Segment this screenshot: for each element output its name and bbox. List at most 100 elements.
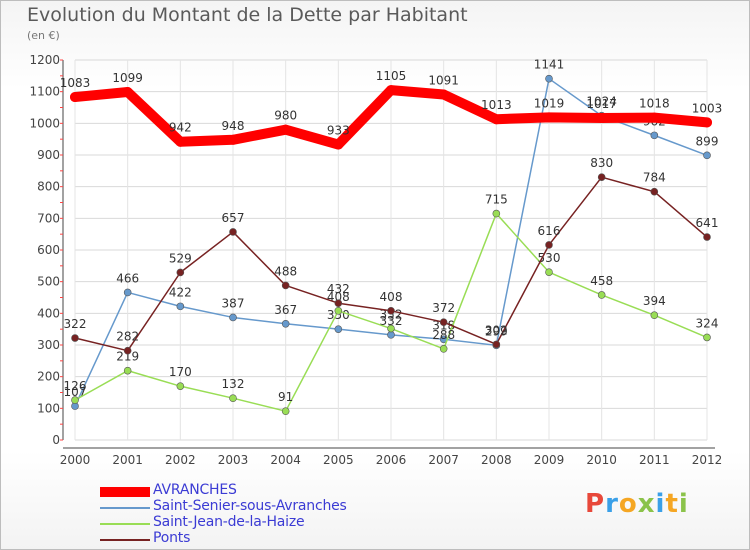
- legend-item: AVRANCHES: [100, 482, 400, 500]
- series-point-0: [175, 136, 186, 147]
- x-tick-label: 2011: [639, 453, 670, 467]
- x-tick-label: 2002: [165, 453, 196, 467]
- series-point-3: [281, 281, 290, 290]
- y-tick-label: 100: [37, 401, 60, 415]
- data-label-0: 1105: [376, 69, 407, 83]
- data-label-1: 1141: [534, 58, 565, 72]
- x-tick-label: 2005: [323, 453, 354, 467]
- data-label-2: 91: [278, 390, 293, 404]
- y-tick-label: 200: [37, 370, 60, 384]
- data-label-1: 1024: [586, 95, 617, 109]
- series-point-1: [545, 74, 553, 83]
- series-point-3: [439, 318, 448, 327]
- data-label-2: 408: [327, 290, 350, 304]
- series-point-0: [333, 139, 344, 150]
- series-point-0: [491, 114, 502, 125]
- y-tick-label: 0: [52, 433, 60, 447]
- data-label-0: 942: [169, 121, 192, 135]
- x-tick-label: 2003: [218, 453, 249, 467]
- series-point-2: [650, 311, 659, 320]
- data-label-3: 529: [169, 251, 192, 265]
- series-point-0: [544, 112, 554, 123]
- legend-item: Saint-Jean-de-la-Haize: [100, 514, 400, 532]
- y-tick-label: 900: [37, 148, 60, 162]
- data-label-3: 372: [432, 301, 455, 315]
- data-label-3: 784: [643, 171, 666, 185]
- proxiti-logo: Proxiti: [585, 489, 689, 519]
- x-tick-label: 2004: [270, 453, 301, 467]
- data-label-0: 1018: [639, 97, 670, 111]
- series-point-1: [123, 288, 132, 297]
- series-point-2: [123, 366, 132, 375]
- data-label-3: 641: [696, 216, 719, 230]
- logo-letter: i: [655, 489, 666, 519]
- data-label-2: 126: [64, 379, 87, 393]
- data-label-2: 288: [432, 328, 455, 342]
- data-label-3: 302: [485, 323, 508, 337]
- series-point-2: [545, 268, 553, 276]
- series-point-1: [703, 151, 711, 160]
- data-label-2: 394: [643, 294, 666, 308]
- legend-label: AVRANCHES: [153, 482, 237, 498]
- legend-swatch: [100, 507, 150, 509]
- x-tick-label: 2012: [692, 453, 723, 467]
- data-label-0: 980: [274, 109, 297, 123]
- x-tick-label: 2006: [376, 453, 407, 467]
- series-point-3: [176, 268, 185, 277]
- series-point-1: [387, 331, 395, 339]
- series-point-1: [176, 302, 185, 311]
- data-label-2: 170: [169, 365, 192, 379]
- series-point-0: [280, 124, 291, 135]
- series-point-1: [229, 313, 237, 322]
- y-tick-label: 700: [37, 211, 60, 225]
- series-point-0: [438, 89, 449, 100]
- y-tick-label: 300: [37, 338, 60, 352]
- logo-letter: t: [665, 489, 679, 519]
- series-point-0: [228, 134, 238, 145]
- data-label-3: 408: [380, 290, 403, 304]
- data-label-2: 715: [485, 193, 508, 207]
- y-tick-label: 800: [37, 180, 60, 194]
- legend-item: Saint-Senier-sous-Avranches: [100, 498, 400, 516]
- series-point-0: [596, 112, 607, 123]
- series-point-3: [650, 187, 659, 196]
- series-point-3: [334, 299, 343, 308]
- data-label-1: 367: [274, 303, 297, 317]
- data-label-3: 657: [222, 211, 245, 225]
- series-point-2: [492, 209, 501, 218]
- data-label-1: 387: [222, 296, 245, 310]
- data-label-1: 466: [116, 271, 139, 285]
- data-label-1: 422: [169, 285, 192, 299]
- chart-title: Evolution du Montant de la Dette par Hab…: [27, 4, 468, 26]
- y-tick-label: 600: [37, 243, 60, 257]
- series-point-2: [597, 291, 606, 299]
- data-label-2: 324: [696, 316, 719, 330]
- data-label-0: 1099: [112, 71, 143, 85]
- data-label-3: 282: [116, 330, 139, 344]
- series-point-0: [649, 112, 660, 123]
- series-point-2: [71, 396, 79, 404]
- chart-legend: AVRANCHES Saint-Senier-sous-Avranches Sain…: [100, 482, 400, 548]
- data-label-0: 1091: [428, 74, 459, 88]
- legend-item: Ponts: [100, 530, 400, 548]
- series-point-1: [650, 131, 659, 140]
- series-point-1: [334, 325, 343, 333]
- legend-label: Ponts: [153, 530, 191, 546]
- series-point-3: [597, 173, 606, 181]
- data-label-2: 132: [222, 377, 245, 391]
- series-point-0: [122, 86, 133, 97]
- x-tick-label: 2007: [428, 453, 459, 467]
- series-point-3: [387, 306, 395, 315]
- legend-swatch: [100, 487, 150, 497]
- series-point-2: [334, 306, 343, 315]
- data-label-0: 1017: [586, 97, 617, 111]
- data-label-1: 107: [64, 385, 87, 399]
- series-point-2: [387, 324, 395, 333]
- series-point-3: [545, 241, 553, 249]
- series-point-1: [281, 319, 290, 328]
- series-point-2: [229, 394, 237, 403]
- legend-label: Saint-Jean-de-la-Haize: [153, 514, 305, 530]
- series-point-2: [703, 333, 711, 342]
- data-label-0: 948: [222, 119, 245, 133]
